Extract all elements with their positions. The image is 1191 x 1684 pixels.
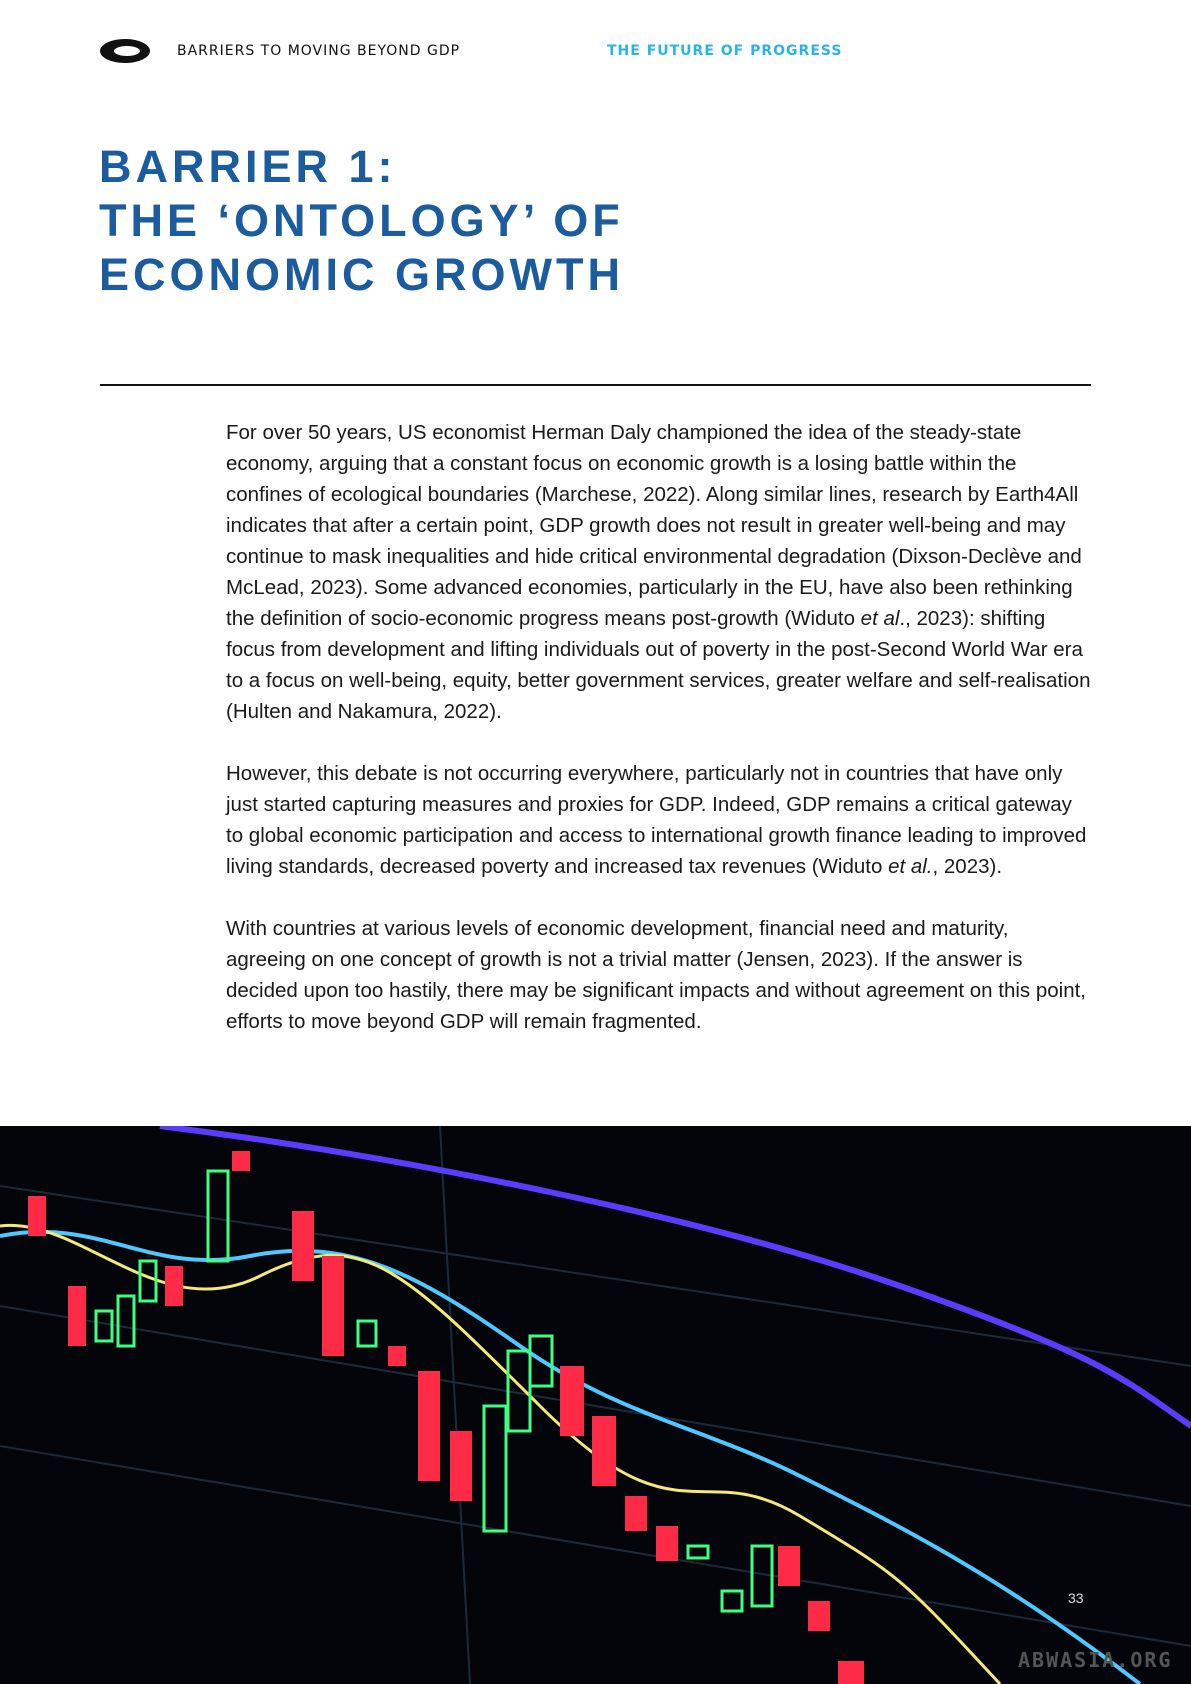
photo-candles-green (94, 1169, 774, 1613)
logo (100, 39, 150, 63)
italic-text: et al. (888, 855, 933, 878)
text: However, this debate is not occurring ev… (226, 762, 1087, 878)
title: BARRIER 1: THE ‘ONTOLOGY’ OF ECONOMIC GR… (99, 140, 624, 302)
paragraph: However, this debate is not occurring ev… (226, 758, 1092, 882)
title-line: ECONOMIC GROWTH (99, 249, 624, 300)
title-line: BARRIER 1: (99, 141, 397, 192)
header-section: BARRIERS TO MOVING BEYOND GDP (177, 43, 461, 59)
photo-grid (0, 1126, 1191, 1684)
text: For over 50 years, US economist Herman D… (226, 421, 1082, 630)
divider (100, 384, 1091, 386)
paragraph: With countries at various levels of econ… (226, 913, 1092, 1037)
text: ., 2023): shifting focus from developmen… (226, 607, 1091, 723)
photo (0, 1126, 1191, 1684)
photo-line (159, 1126, 1191, 1429)
watermark: ABWASIA.ORG (1018, 1648, 1173, 1672)
title-line: THE ‘ONTOLOGY’ OF (99, 195, 624, 246)
italic-text: et al (860, 607, 900, 630)
text: , 2023). (932, 855, 1003, 878)
header-publication: THE FUTURE OF PROGRESS (607, 43, 843, 59)
paragraph: For over 50 years, US economist Herman D… (226, 417, 1092, 727)
body-text: For over 50 years, US economist Herman D… (226, 417, 1092, 1068)
text: With countries at various levels of econ… (226, 917, 1086, 1033)
photo-candles-red (28, 1151, 864, 1684)
photo-line (0, 1230, 1142, 1684)
page-number: 33 (1068, 1590, 1084, 1606)
